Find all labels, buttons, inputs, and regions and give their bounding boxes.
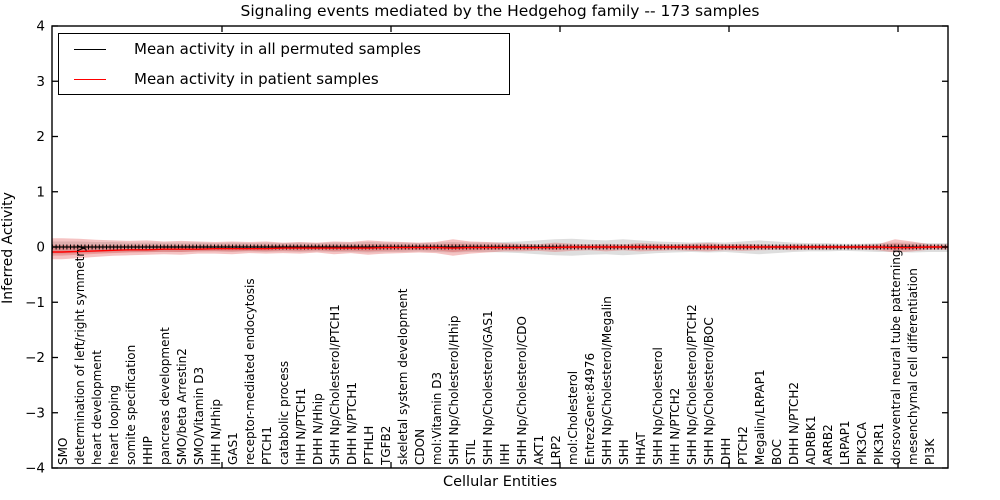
x-tick-label: somite specification: [124, 345, 138, 465]
legend-label: Mean activity in all permuted samples: [134, 40, 421, 58]
legend: Mean activity in all permuted samples Me…: [58, 33, 510, 95]
x-tick-label: SHH Np/Cholesterol/PTCH1: [328, 304, 342, 465]
x-tick-label: HHAT: [634, 432, 648, 465]
x-tick-label: DHH: [719, 438, 733, 465]
chart-title: Signaling events mediated by the Hedgeho…: [240, 2, 760, 20]
y-tick-label: −4: [25, 461, 45, 477]
x-tick-label: DHH N/PTCH2: [787, 382, 801, 465]
x-tick-label: PI3K: [923, 438, 937, 465]
x-tick-label: SHH Np/Cholesterol/Megalin: [600, 296, 614, 465]
x-tick-labels: SMO determination of left/right symmetry h…: [56, 245, 937, 466]
x-tick-label: pancreas development: [158, 327, 172, 465]
x-tick-label: IHH N/PTCH2: [668, 388, 682, 465]
x-tick-label: EntrezGene:84976: [583, 353, 597, 465]
x-tick-label: SHH Np/Cholesterol: [651, 347, 665, 465]
x-tick-label: SHH Np/Cholesterol/Hhip: [447, 316, 461, 465]
x-tick-label: Megalin/LRPAP1: [753, 369, 767, 465]
y-tick-label: −2: [25, 350, 45, 366]
x-tick-label: PTHLH: [362, 426, 376, 465]
x-tick-label: SHH: [617, 439, 631, 465]
x-tick-label: SMO/beta Arrestin2: [175, 348, 189, 465]
y-tick-label: 0: [36, 240, 45, 256]
x-tick-label: PIK3R1: [872, 423, 886, 465]
y-tick-label: 2: [36, 129, 45, 145]
x-tick-label: mesenchymal cell differentiation: [906, 268, 920, 465]
x-tick-label: AKT1: [532, 435, 546, 465]
x-tick-label: mol:Vitamin D3: [430, 372, 444, 465]
legend-entry-patient: Mean activity in patient samples: [59, 65, 509, 93]
x-tick-label: mol:Cholesterol: [566, 371, 580, 465]
x-tick-label: heart looping: [107, 385, 121, 465]
x-tick-label: STIL: [464, 440, 478, 465]
x-tick-label: SHH Np/Cholesterol/CDO: [515, 316, 529, 465]
x-tick-label: SMO/Vitamin D3: [192, 367, 206, 465]
x-tick-label: IHH: [498, 443, 512, 465]
x-tick-label: GAS1: [226, 432, 240, 465]
x-tick-label: heart development: [90, 350, 104, 465]
permuted-line-swatch-icon: [74, 48, 106, 50]
x-tick-label: HHIP: [141, 436, 155, 465]
x-tick-label: PTCH2: [736, 426, 750, 465]
x-tick-label: BOC: [770, 439, 784, 465]
y-tick-label: −1: [25, 295, 45, 311]
x-tick-label: ADRBK1: [804, 415, 818, 465]
x-tick-label: DHH N/Hhip: [311, 393, 325, 465]
x-tick-label: SHH Np/Cholesterol/BOC: [702, 317, 716, 465]
y-tick-label: −3: [25, 405, 45, 421]
y-tick-label: 4: [36, 19, 45, 35]
y-axis-ticks: −4 −3 −2 −1 0 1 2 3 4: [25, 19, 948, 477]
y-tick-label: 1: [36, 184, 45, 200]
x-tick-label: catabolic process: [277, 361, 291, 465]
x-tick-label: ARRB2: [821, 424, 835, 465]
y-tick-label: 3: [36, 74, 45, 90]
legend-label: Mean activity in patient samples: [134, 70, 379, 88]
x-tick-label: SHH Np/Cholesterol/GAS1: [481, 310, 495, 465]
x-tick-label: IHH N/Hhip: [209, 399, 223, 465]
x-axis-major-ticks: [221, 26, 899, 468]
x-tick-label: LRPAP1: [838, 420, 852, 465]
x-tick-label: determination of left/right symmetry: [73, 245, 87, 465]
x-tick-label: dorsoventral neural tube patterning: [889, 249, 903, 465]
x-tick-label: SHH Np/Cholesterol/PTCH2: [685, 304, 699, 465]
patient-line-swatch-icon: [74, 78, 106, 80]
legend-entry-permuted: Mean activity in all permuted samples: [59, 35, 509, 63]
patient-mean-line: [52, 246, 948, 253]
x-tick-label: DHH N/PTCH1: [345, 382, 359, 465]
x-tick-label: PIK3CA: [855, 421, 869, 465]
x-tick-label: TGFB2: [379, 426, 393, 466]
x-tick-label: skeletal system development: [396, 288, 410, 465]
x-axis-title: Cellular Entities: [442, 474, 558, 490]
x-tick-label: CDON: [413, 429, 427, 465]
x-tick-label: IHH N/PTCH1: [294, 388, 308, 465]
x-tick-label: receptor-mediated endocytosis: [243, 278, 257, 465]
x-tick-label: PTCH1: [260, 426, 274, 465]
x-tick-label: LRP2: [549, 435, 563, 465]
x-tick-label: SMO: [56, 438, 70, 465]
